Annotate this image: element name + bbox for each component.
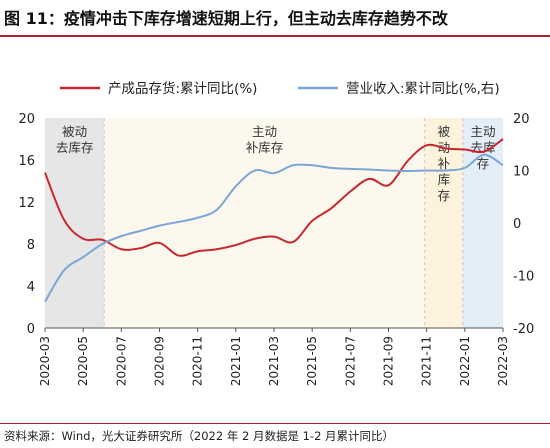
legend: 产成品存货:累计同比(%) 营业收入:累计同比(%,右): [60, 80, 500, 97]
phase-label: 存: [438, 188, 451, 203]
y-right-tick-label: -20: [513, 322, 534, 337]
x-tick-label: 2021-01: [229, 336, 243, 386]
y-left-tick-label: 20: [18, 112, 35, 127]
phase-label: 主动: [252, 124, 277, 139]
y-left-tick-label: 8: [27, 238, 35, 253]
phase-label: 被: [438, 124, 451, 139]
y-left-tick-label: 0: [27, 322, 35, 337]
phase-band: [45, 118, 105, 328]
chart-title: 图 11：疫情冲击下库存增速短期上行，但主动去库存趋势不改: [4, 9, 448, 28]
y-right-tick-label: 0: [513, 217, 521, 232]
x-tick-label: 2021-03: [267, 336, 281, 386]
legend-label: 营业收入:累计同比(%,右): [346, 81, 500, 97]
phase-label: 补库存: [246, 140, 284, 155]
y-left-tick-label: 12: [18, 196, 35, 211]
phase-label: 库: [438, 172, 451, 187]
series-lines: [44, 138, 504, 303]
series-line-revenue: [44, 153, 504, 303]
x-tick-label: 2021-11: [420, 336, 434, 386]
title-rule: [0, 35, 550, 37]
x-tick-label: 2021-07: [343, 336, 357, 386]
phase-band: [104, 118, 425, 328]
phase-label: 补: [438, 156, 451, 171]
phase-backgrounds: [45, 118, 503, 328]
phase-label: 存: [477, 156, 490, 171]
y-right-tick-label: 20: [513, 112, 530, 127]
source-rule: [0, 423, 550, 424]
x-tick-label: 2021-09: [382, 336, 396, 386]
x-tick-label: 2020-03: [38, 336, 52, 386]
y-left-tick-label: 16: [18, 154, 35, 169]
series-line-inventory: [44, 138, 504, 257]
phase-band: [424, 118, 463, 328]
phase-label: 被动: [62, 124, 87, 139]
y-right-tick-label: -10: [513, 270, 534, 285]
x-tick-label: 2021-05: [305, 336, 319, 386]
x-tick-label: 2020-05: [76, 336, 90, 386]
phase-label: 主动: [470, 124, 495, 139]
x-tick-label: 2022-03: [496, 336, 510, 386]
x-tick-label: 2020-11: [191, 336, 205, 386]
x-tick-label: 2022-01: [458, 336, 472, 386]
y-left-tick-label: 4: [27, 280, 35, 295]
phase-band: [462, 118, 503, 328]
y-right-tick-label: 10: [513, 165, 530, 180]
source-note: 资料来源：Wind，光大证券研究所（2022 年 2 月数据是 1-2 月累计同…: [4, 429, 395, 443]
legend-label: 产成品存货:累计同比(%): [108, 80, 257, 97]
axes: 0 4 8 12 16 20 -20 -10 0 10 20 2020-03 2020-05 2020-0…: [18, 112, 534, 386]
x-tick-label: 2020-07: [114, 336, 128, 386]
phase-label: 去库存: [56, 140, 94, 155]
x-tick-label: 2020-09: [153, 336, 167, 386]
